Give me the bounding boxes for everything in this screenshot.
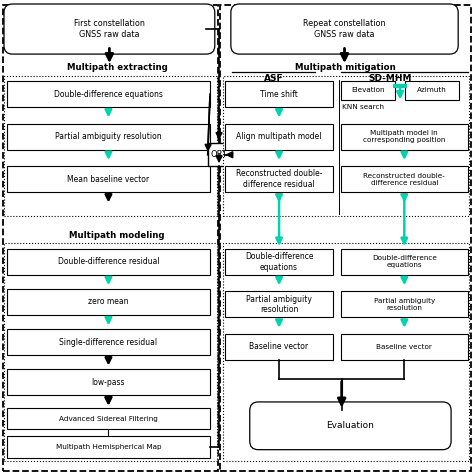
Text: Multipath model in
corresponding position: Multipath model in corresponding positio… — [363, 130, 446, 143]
Bar — [7, 289, 210, 315]
Text: Double-difference
equations: Double-difference equations — [372, 255, 437, 268]
Bar — [7, 166, 210, 192]
Bar — [225, 292, 333, 318]
Bar — [223, 243, 469, 462]
Bar — [7, 437, 210, 458]
Bar — [225, 334, 333, 360]
FancyBboxPatch shape — [250, 402, 451, 450]
FancyBboxPatch shape — [231, 4, 458, 54]
Bar — [225, 81, 333, 107]
Bar — [7, 329, 210, 355]
Text: Advanced Sidereal Filtering: Advanced Sidereal Filtering — [59, 416, 158, 422]
Text: Baseline vector: Baseline vector — [249, 342, 309, 351]
Text: Repeat constellation
GNSS raw data: Repeat constellation GNSS raw data — [303, 19, 386, 39]
Bar — [341, 166, 468, 192]
Text: ORT: ORT — [210, 150, 228, 159]
Text: Double-difference equations: Double-difference equations — [54, 90, 163, 99]
Text: Multipath extracting: Multipath extracting — [67, 64, 168, 73]
Text: low-pass: low-pass — [91, 378, 125, 387]
Bar — [4, 243, 217, 462]
Text: Evaluation: Evaluation — [327, 421, 374, 430]
Text: ASF: ASF — [264, 73, 283, 82]
Bar — [7, 408, 210, 429]
Text: Multipath mitigation: Multipath mitigation — [295, 64, 396, 73]
Text: Partial ambiguity resolution: Partial ambiguity resolution — [55, 132, 162, 141]
Text: Time shift: Time shift — [260, 90, 298, 99]
Bar — [225, 249, 333, 275]
Text: Partial ambiguity
resolution: Partial ambiguity resolution — [246, 295, 312, 314]
Bar — [220, 5, 471, 471]
Bar — [225, 166, 333, 192]
Text: Elevation: Elevation — [351, 88, 385, 93]
Text: Single-difference residual: Single-difference residual — [59, 337, 157, 346]
Bar — [341, 81, 395, 100]
Text: Mean baseline vector: Mean baseline vector — [67, 174, 149, 183]
Text: SD-MHM: SD-MHM — [368, 73, 411, 82]
Bar — [7, 369, 210, 395]
Text: Azimuth: Azimuth — [417, 88, 447, 93]
Bar — [225, 124, 333, 150]
Text: Baseline vector: Baseline vector — [376, 344, 432, 350]
Bar — [4, 76, 217, 216]
Text: Partial ambiguity
resolution: Partial ambiguity resolution — [374, 298, 435, 311]
Text: Multipath Hemispherical Map: Multipath Hemispherical Map — [55, 444, 161, 450]
Text: Reconstructed double-
difference residual: Reconstructed double- difference residua… — [236, 169, 322, 189]
Text: Double-difference residual: Double-difference residual — [58, 257, 159, 266]
Bar — [341, 334, 468, 360]
Text: KNN search: KNN search — [342, 103, 384, 109]
Text: Reconstructed double-
difference residual: Reconstructed double- difference residua… — [364, 173, 445, 186]
Text: Multipath modeling: Multipath modeling — [69, 231, 165, 240]
Text: zero mean: zero mean — [88, 298, 129, 307]
Text: Double-difference
equations: Double-difference equations — [245, 252, 313, 272]
Bar — [341, 292, 468, 318]
Bar — [341, 249, 468, 275]
Bar — [341, 124, 468, 150]
Bar — [7, 249, 210, 275]
Bar — [3, 5, 218, 471]
Text: Align multipath model: Align multipath model — [237, 132, 322, 141]
Text: First constellation
GNSS raw data: First constellation GNSS raw data — [74, 19, 145, 39]
FancyBboxPatch shape — [4, 4, 215, 54]
Bar — [223, 76, 469, 216]
Bar — [7, 81, 210, 107]
Bar — [208, 144, 230, 166]
Bar — [405, 81, 459, 100]
Bar — [7, 124, 210, 150]
